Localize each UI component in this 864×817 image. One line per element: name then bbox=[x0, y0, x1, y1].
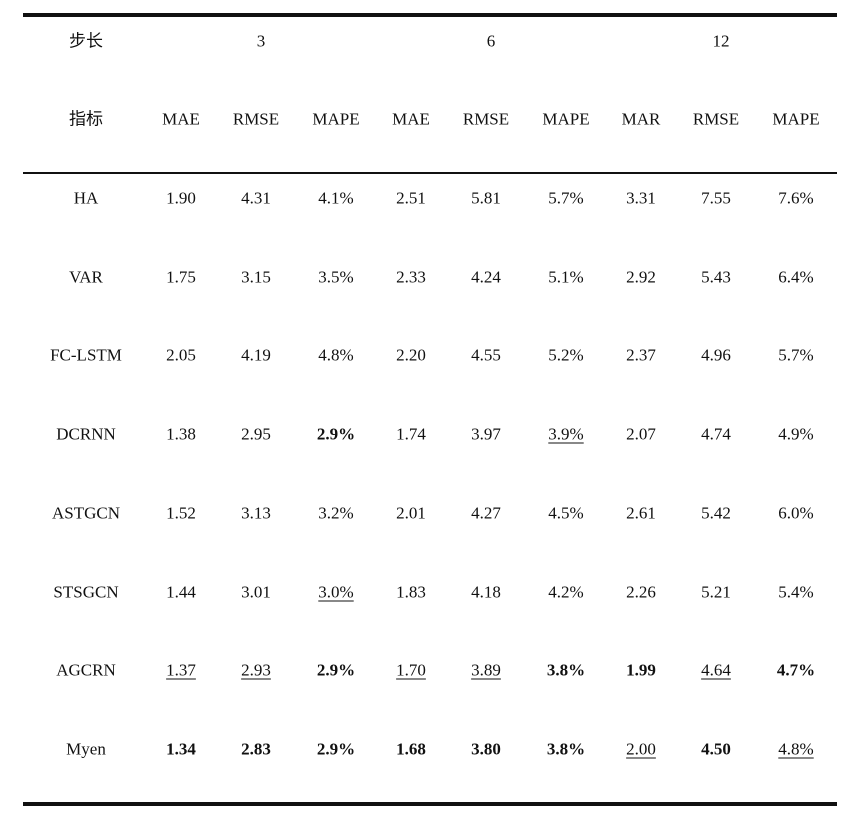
table-cell: 4.50 bbox=[701, 739, 731, 759]
table-cell: 1.38 bbox=[166, 424, 196, 444]
table-cell: 3.8% bbox=[546, 739, 586, 759]
table-cell: 4.74 bbox=[701, 424, 731, 444]
table-cell: 2.00 bbox=[626, 739, 656, 759]
table-cell: 4.2% bbox=[548, 582, 584, 601]
step-group-6: 6 bbox=[486, 31, 496, 51]
table-cell: 1.90 bbox=[166, 188, 196, 208]
table-cell: 2.61 bbox=[626, 503, 656, 523]
table-cell: 2.92 bbox=[626, 267, 656, 287]
table-cell: 3.80 bbox=[471, 739, 501, 759]
table-cell: 2.05 bbox=[166, 345, 196, 365]
table-cell: 2.9% bbox=[316, 660, 356, 680]
table-cell: 3.13 bbox=[241, 503, 271, 523]
table-cell: 2.33 bbox=[396, 267, 426, 287]
model-name: Myen bbox=[66, 739, 106, 759]
table-cell: 3.01 bbox=[241, 582, 271, 601]
table-cell: 1.44 bbox=[166, 582, 196, 601]
table-cell: 3.15 bbox=[241, 267, 271, 287]
table-cell: 3.89 bbox=[471, 660, 501, 680]
table-cell: 2.95 bbox=[241, 424, 271, 444]
table-cell: 2.51 bbox=[396, 188, 426, 208]
table-cell: 4.9% bbox=[778, 424, 814, 444]
metric-header: MAE bbox=[392, 109, 430, 129]
table-cell: 4.8% bbox=[318, 345, 354, 365]
table-cell: 5.81 bbox=[471, 188, 501, 208]
table-cell: 4.27 bbox=[471, 503, 501, 523]
metric-header: MAPE bbox=[312, 109, 360, 129]
metric-header: MAR bbox=[621, 109, 661, 129]
table-cell: 3.2% bbox=[318, 503, 354, 523]
table-cell: 1.37 bbox=[166, 660, 196, 680]
table-cell: 4.18 bbox=[471, 582, 501, 601]
table-cell: 4.96 bbox=[701, 345, 731, 365]
step-label: 步长 bbox=[69, 31, 103, 51]
table-cell: 2.93 bbox=[241, 660, 271, 680]
model-name: AGCRN bbox=[56, 660, 116, 680]
table-cell: 2.26 bbox=[626, 582, 656, 601]
table-cell: 3.5% bbox=[318, 267, 354, 287]
metric-header: MAE bbox=[162, 109, 200, 129]
table-cell: 4.24 bbox=[471, 267, 501, 287]
table-cell: 5.21 bbox=[701, 582, 731, 601]
table-cell: 1.52 bbox=[166, 503, 196, 523]
table-cell: 4.8% bbox=[778, 739, 814, 759]
table-cell: 1.99 bbox=[626, 660, 656, 680]
table-cell: 1.83 bbox=[396, 582, 426, 601]
table-cell: 4.1% bbox=[318, 188, 354, 208]
table-cell: 2.9% bbox=[316, 424, 356, 444]
metric-header: MAPE bbox=[772, 109, 820, 129]
table-cell: 3.97 bbox=[471, 424, 501, 444]
metric-header: RMSE bbox=[462, 109, 510, 129]
header-rule bbox=[23, 172, 837, 174]
table-cell: 3.8% bbox=[546, 660, 586, 680]
table-cell: 1.70 bbox=[396, 660, 426, 680]
table-cell: 5.1% bbox=[548, 267, 584, 287]
table-cell: 1.34 bbox=[166, 739, 196, 759]
metric-header: RMSE bbox=[232, 109, 280, 129]
table-cell: 3.0% bbox=[318, 582, 354, 601]
model-name: HA bbox=[73, 188, 99, 208]
table-cell: 2.9% bbox=[316, 739, 356, 759]
table-cell: 5.42 bbox=[701, 503, 731, 523]
table-cell: 5.43 bbox=[701, 267, 731, 287]
table-cell: 6.4% bbox=[778, 267, 814, 287]
table-cell: 5.7% bbox=[548, 188, 584, 208]
table-cell: 6.0% bbox=[778, 503, 814, 523]
table-cell: 1.68 bbox=[396, 739, 426, 759]
top-rule bbox=[23, 13, 837, 17]
table-cell: 4.5% bbox=[548, 503, 584, 523]
bottom-rule bbox=[23, 802, 837, 806]
metric-header: MAPE bbox=[542, 109, 590, 129]
table-cell: 2.20 bbox=[396, 345, 426, 365]
step-group-12: 12 bbox=[712, 31, 730, 51]
table-cell: 4.55 bbox=[471, 345, 501, 365]
table-cell: 7.55 bbox=[701, 188, 731, 208]
table-cell: 4.19 bbox=[241, 345, 271, 365]
table-cell: 4.64 bbox=[701, 660, 731, 680]
table-cell: 1.74 bbox=[396, 424, 426, 444]
step-group-3: 3 bbox=[256, 31, 266, 51]
model-name: ASTGCN bbox=[51, 503, 121, 523]
table-cell: 2.83 bbox=[241, 739, 271, 759]
model-name: STSGCN bbox=[53, 582, 119, 601]
table-cell: 2.07 bbox=[626, 424, 656, 444]
model-name: FC-LSTM bbox=[50, 345, 122, 365]
model-name: DCRNN bbox=[56, 424, 116, 444]
metric-header: RMSE bbox=[692, 109, 740, 129]
table-cell: 4.31 bbox=[241, 188, 271, 208]
table-cell: 3.9% bbox=[548, 424, 584, 444]
metric-label: 指标 bbox=[69, 109, 103, 129]
table-cell: 7.6% bbox=[778, 188, 814, 208]
table-cell: 1.75 bbox=[166, 267, 196, 287]
table-cell: 3.31 bbox=[626, 188, 656, 208]
model-name: VAR bbox=[69, 267, 103, 287]
table-cell: 2.01 bbox=[396, 503, 426, 523]
table-cell: 4.7% bbox=[776, 660, 816, 680]
table-cell: 2.37 bbox=[626, 345, 656, 365]
table-cell: 5.2% bbox=[548, 345, 584, 365]
table-cell: 5.7% bbox=[778, 345, 814, 365]
table-cell: 5.4% bbox=[778, 582, 814, 601]
